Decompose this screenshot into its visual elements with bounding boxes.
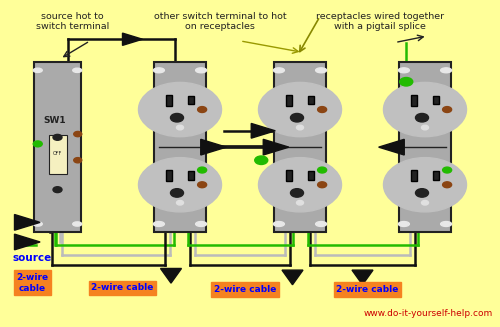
Circle shape	[74, 131, 82, 137]
FancyBboxPatch shape	[154, 62, 206, 232]
Ellipse shape	[274, 222, 284, 226]
Circle shape	[255, 156, 268, 164]
Polygon shape	[378, 139, 404, 155]
Circle shape	[384, 158, 466, 212]
FancyBboxPatch shape	[433, 171, 439, 180]
Ellipse shape	[316, 222, 326, 226]
Polygon shape	[200, 139, 226, 155]
Circle shape	[198, 182, 206, 188]
Polygon shape	[282, 270, 303, 285]
Text: source: source	[13, 253, 52, 263]
FancyBboxPatch shape	[286, 170, 292, 181]
Circle shape	[442, 107, 452, 112]
FancyBboxPatch shape	[188, 171, 194, 180]
Polygon shape	[263, 139, 289, 155]
Circle shape	[290, 189, 304, 197]
FancyBboxPatch shape	[34, 62, 81, 232]
Circle shape	[442, 182, 452, 188]
FancyBboxPatch shape	[411, 170, 417, 181]
FancyBboxPatch shape	[308, 171, 314, 180]
Circle shape	[318, 167, 326, 173]
Ellipse shape	[316, 68, 326, 73]
Circle shape	[258, 82, 342, 137]
Text: 2-wire cable: 2-wire cable	[92, 283, 154, 292]
Text: SW1: SW1	[44, 116, 66, 126]
FancyBboxPatch shape	[274, 62, 326, 232]
Text: 2-wire cable: 2-wire cable	[336, 285, 398, 294]
Text: other switch terminal to hot
on receptacles: other switch terminal to hot on receptac…	[154, 11, 286, 31]
FancyBboxPatch shape	[411, 95, 417, 106]
Circle shape	[318, 182, 326, 188]
FancyBboxPatch shape	[308, 96, 314, 104]
Circle shape	[176, 200, 184, 205]
Circle shape	[400, 77, 413, 86]
Circle shape	[442, 167, 452, 173]
FancyBboxPatch shape	[286, 95, 292, 106]
Circle shape	[53, 187, 62, 193]
Circle shape	[34, 141, 42, 147]
Circle shape	[74, 158, 82, 163]
Circle shape	[138, 82, 222, 137]
Ellipse shape	[440, 222, 452, 226]
Circle shape	[138, 158, 222, 212]
Text: receptacles wired together
with a pigtail splice: receptacles wired together with a pigtai…	[316, 11, 444, 31]
Text: OFF: OFF	[53, 151, 62, 156]
FancyBboxPatch shape	[166, 170, 172, 181]
Circle shape	[53, 134, 62, 140]
Ellipse shape	[34, 68, 42, 73]
Ellipse shape	[154, 68, 164, 73]
Polygon shape	[122, 33, 142, 45]
Circle shape	[384, 82, 466, 137]
Ellipse shape	[196, 68, 206, 73]
FancyBboxPatch shape	[433, 96, 439, 104]
Polygon shape	[14, 234, 40, 250]
FancyBboxPatch shape	[166, 95, 172, 106]
Text: 2-wire
cable: 2-wire cable	[16, 273, 48, 293]
Text: source hot to
switch terminal: source hot to switch terminal	[36, 11, 109, 31]
Ellipse shape	[440, 68, 452, 73]
Ellipse shape	[34, 222, 42, 226]
Circle shape	[422, 200, 428, 205]
Polygon shape	[251, 123, 275, 138]
Polygon shape	[352, 270, 373, 285]
Circle shape	[318, 107, 326, 112]
FancyBboxPatch shape	[48, 135, 66, 174]
Ellipse shape	[154, 222, 164, 226]
Circle shape	[170, 113, 183, 122]
Circle shape	[416, 189, 428, 197]
Circle shape	[170, 189, 183, 197]
Ellipse shape	[73, 222, 82, 226]
Ellipse shape	[196, 222, 206, 226]
Text: www.do-it-yourself-help.com: www.do-it-yourself-help.com	[363, 309, 492, 318]
Circle shape	[258, 158, 342, 212]
Ellipse shape	[274, 68, 284, 73]
Circle shape	[176, 125, 184, 130]
Text: 2-wire cable: 2-wire cable	[214, 285, 276, 294]
Polygon shape	[14, 215, 40, 230]
Polygon shape	[160, 268, 182, 283]
Circle shape	[290, 113, 304, 122]
Circle shape	[416, 113, 428, 122]
Circle shape	[198, 167, 206, 173]
Circle shape	[296, 125, 304, 130]
Ellipse shape	[398, 222, 409, 226]
Ellipse shape	[398, 68, 409, 73]
Circle shape	[198, 107, 206, 112]
Ellipse shape	[73, 68, 82, 73]
FancyBboxPatch shape	[399, 62, 451, 232]
FancyBboxPatch shape	[188, 96, 194, 104]
Circle shape	[422, 125, 428, 130]
Circle shape	[296, 200, 304, 205]
